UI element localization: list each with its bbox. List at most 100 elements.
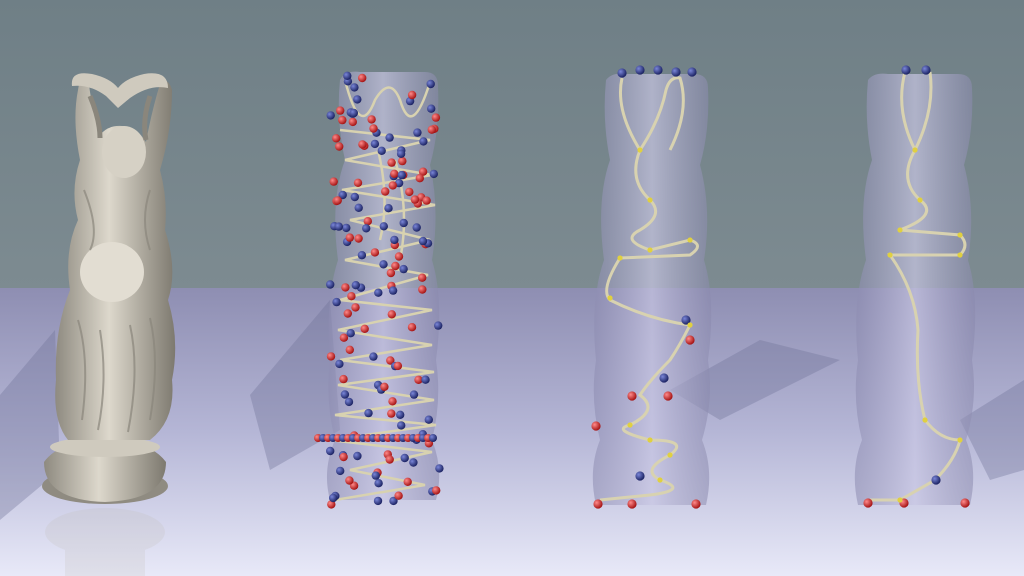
endpoint-blue — [381, 187, 390, 196]
joint-yellow — [897, 227, 903, 233]
endpoint-blue — [349, 108, 358, 118]
endpoint-blue — [347, 292, 356, 301]
endpoint-red — [418, 236, 428, 246]
sparse-skeleton-joints — [863, 65, 970, 508]
endpoint-red — [354, 203, 363, 212]
endpoint-red — [364, 408, 373, 418]
joint-yellow — [917, 197, 923, 203]
endpoint-blue — [346, 329, 355, 338]
endpoint-blue — [386, 356, 395, 365]
endpoint-red — [369, 124, 378, 133]
endpoint-blue — [419, 137, 428, 146]
endpoint-red — [407, 323, 417, 332]
endpoint-red — [336, 466, 345, 476]
endpoint-red — [863, 498, 873, 508]
endpoint-blue — [407, 90, 417, 100]
endpoint-red — [335, 142, 344, 151]
joint-yellow — [897, 497, 903, 503]
endpoint-red — [326, 352, 336, 361]
endpoint-blue — [329, 177, 338, 186]
joint-yellow — [607, 295, 613, 301]
endpoint-red — [335, 359, 344, 369]
endpoint-red — [332, 134, 341, 143]
endpoint-blue — [345, 345, 354, 354]
endpoint-red — [410, 195, 420, 204]
endpoint-red — [394, 178, 404, 188]
endpoint-blue — [369, 352, 378, 361]
endpoint-red — [432, 486, 441, 495]
endpoint-red — [357, 251, 367, 260]
endpoint-blue — [921, 65, 931, 75]
endpoint-red — [424, 415, 433, 424]
endpoint-blue — [353, 95, 362, 104]
medium-skeleton-statue — [591, 65, 712, 509]
endpoint-red — [413, 128, 422, 137]
endpoint-red — [373, 496, 383, 506]
endpoint-red — [338, 115, 347, 125]
endpoint-blue — [397, 170, 406, 180]
endpoint-red — [403, 477, 412, 486]
endpoint-blue — [427, 125, 436, 134]
endpoint-blue — [901, 65, 911, 75]
endpoint-blue — [396, 149, 406, 158]
wall — [0, 0, 1024, 290]
endpoint-blue — [391, 261, 400, 271]
joint-yellow — [647, 247, 653, 253]
joint-yellow — [627, 422, 633, 428]
endpoint-red — [362, 224, 371, 233]
endpoint-red — [389, 496, 398, 506]
endpoint-blue — [394, 491, 403, 500]
endpoint-red — [370, 139, 380, 149]
endpoint-blue — [353, 451, 362, 461]
endpoint-red — [326, 280, 335, 289]
endpoint-blue — [327, 500, 336, 509]
endpoint-red — [350, 83, 359, 92]
joint-yellow — [617, 255, 623, 261]
endpoint-blue — [334, 222, 343, 231]
endpoint-blue — [340, 390, 350, 399]
joint-yellow — [667, 452, 673, 458]
endpoint-blue — [399, 218, 408, 228]
endpoint-red — [338, 190, 347, 200]
endpoint-blue — [399, 264, 408, 274]
endpoint-red — [422, 196, 431, 205]
endpoint-red — [360, 324, 369, 333]
endpoint-red — [396, 410, 405, 419]
endpoint-red — [627, 499, 637, 509]
medium-skeleton-joints — [591, 65, 701, 509]
endpoint-blue — [617, 68, 627, 78]
endpoint-blue — [380, 382, 389, 391]
endpoint-blue — [374, 479, 383, 488]
endpoint-red — [336, 106, 345, 115]
joint-yellow — [687, 322, 693, 328]
endpoint-blue — [635, 65, 645, 75]
endpoint-red — [627, 391, 637, 401]
endpoint-red — [385, 133, 394, 142]
endpoint-blue — [653, 65, 663, 75]
endpoint-red — [390, 169, 399, 178]
endpoint-blue — [358, 140, 367, 149]
endpoint-red — [388, 397, 397, 406]
endpoint-blue — [332, 297, 341, 307]
endpoint-blue — [370, 248, 380, 257]
endpoint-blue — [379, 260, 388, 269]
endpoint-blue — [379, 222, 388, 231]
endpoint-blue — [326, 111, 335, 120]
endpoint-red — [339, 333, 349, 342]
endpoint-blue — [418, 285, 427, 294]
endpoint-red — [663, 391, 673, 401]
endpoint-red — [429, 169, 438, 179]
endpoint-blue — [659, 373, 669, 383]
endpoint-blue — [343, 71, 352, 81]
endpoint-blue — [390, 235, 399, 245]
endpoint-red — [345, 233, 354, 242]
endpoint-red — [405, 187, 414, 197]
joint-yellow — [647, 197, 653, 203]
endpoint-blue — [418, 167, 428, 176]
endpoint-red — [409, 390, 419, 399]
joint-yellow — [912, 147, 918, 153]
joint-yellow — [687, 237, 693, 243]
endpoint-blue — [418, 273, 427, 282]
endpoint-red — [377, 146, 386, 155]
